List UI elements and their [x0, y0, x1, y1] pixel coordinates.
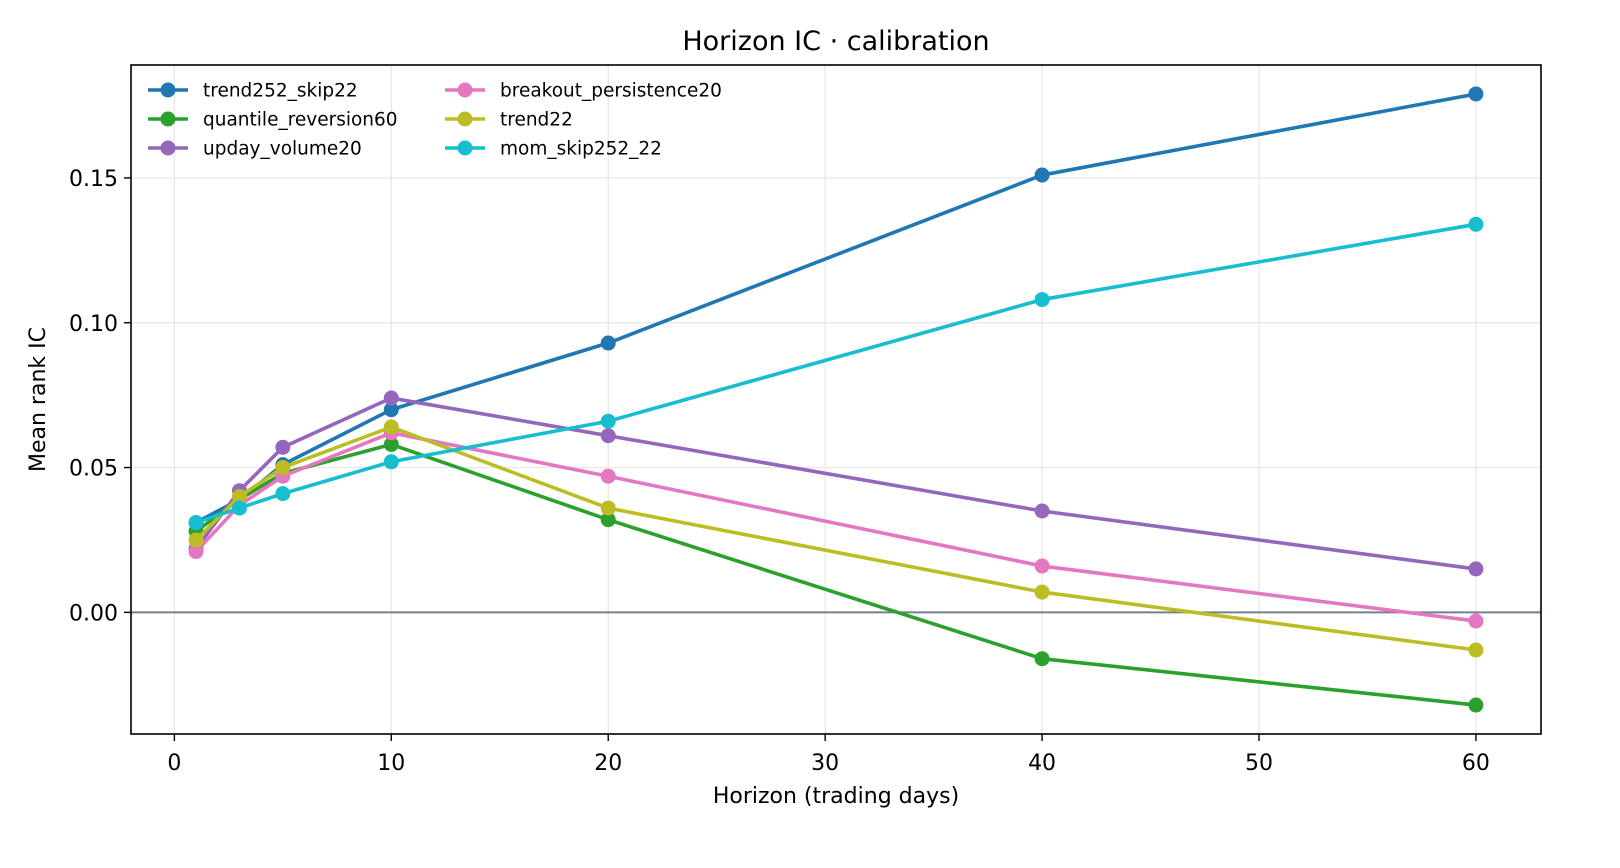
legend-marker — [457, 82, 473, 98]
y-axis-label: Mean rank IC — [26, 327, 51, 472]
data-point — [275, 439, 291, 455]
legend-label: trend22 — [500, 110, 573, 131]
legend-marker — [457, 111, 473, 127]
data-point — [188, 532, 204, 548]
data-point — [600, 468, 616, 484]
legend-item: trend252_skip22 — [148, 81, 358, 102]
y-tick-label: 0.10 — [69, 312, 118, 337]
axis-ticks: 0 10 20 30 40 50 60 0.00 0.05 0.10 0.15 — [69, 167, 1490, 776]
series-group — [188, 86, 1484, 713]
y-tick-label: 0.05 — [69, 457, 118, 482]
data-point — [383, 419, 399, 435]
legend-label: quantile_reversion60 — [203, 110, 398, 131]
data-point — [1468, 216, 1484, 232]
data-point — [600, 413, 616, 429]
y-tick-label: 0.00 — [69, 601, 118, 626]
data-point — [275, 460, 291, 476]
data-point — [231, 500, 247, 516]
data-point — [600, 428, 616, 444]
legend-label: breakout_persistence20 — [500, 81, 722, 102]
x-axis-label: Horizon (trading days) — [713, 784, 959, 809]
x-tick-label: 60 — [1462, 751, 1490, 776]
data-point — [1034, 292, 1050, 308]
data-point — [1034, 584, 1050, 600]
legend-item: breakout_persistence20 — [445, 81, 722, 102]
data-point — [600, 500, 616, 516]
x-tick-label: 40 — [1028, 751, 1056, 776]
series-trend22 — [188, 419, 1484, 658]
data-point — [1034, 167, 1050, 183]
data-point — [188, 544, 204, 560]
data-point — [383, 454, 399, 470]
legend-item: upday_volume20 — [148, 139, 362, 160]
legend-marker — [160, 111, 176, 127]
legend-label: trend252_skip22 — [203, 81, 358, 102]
data-point — [1468, 86, 1484, 102]
legend-marker — [457, 140, 473, 156]
x-tick-label: 0 — [167, 751, 181, 776]
legend-item: mom_skip252_22 — [445, 139, 662, 160]
data-point — [600, 335, 616, 351]
plot-frame — [130, 64, 1542, 735]
chart-title: Horizon IC · calibration — [682, 26, 989, 57]
data-point — [1468, 642, 1484, 658]
legend: trend252_skip22 quantile_reversion60upday… — [148, 81, 722, 160]
x-tick-label: 10 — [377, 751, 405, 776]
legend-item: quantile_reversion60 — [148, 110, 398, 131]
data-point — [600, 512, 616, 528]
y-tick-label: 0.15 — [69, 167, 118, 192]
data-point — [1034, 651, 1050, 667]
legend-label: mom_skip252_22 — [500, 139, 662, 160]
x-tick-label: 20 — [594, 751, 622, 776]
data-point — [1034, 503, 1050, 519]
data-point — [1468, 697, 1484, 713]
legend-item: trend22 — [445, 110, 573, 131]
legend-marker — [160, 82, 176, 98]
series-mom-skip252-22 — [188, 216, 1484, 531]
legend-marker — [160, 140, 176, 156]
data-point — [1468, 561, 1484, 577]
data-point — [275, 486, 291, 502]
data-point — [188, 515, 204, 531]
data-point — [1468, 613, 1484, 629]
x-tick-label: 50 — [1245, 751, 1273, 776]
x-tick-label: 30 — [811, 751, 839, 776]
data-point — [231, 489, 247, 505]
data-point — [383, 390, 399, 406]
data-point — [1034, 558, 1050, 574]
legend-label: upday_volume20 — [203, 139, 362, 160]
data-point — [383, 436, 399, 452]
data-point — [383, 402, 399, 418]
